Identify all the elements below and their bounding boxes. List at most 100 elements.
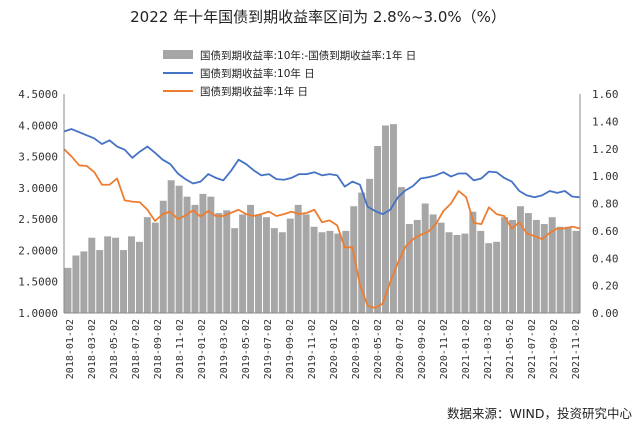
bar	[485, 243, 493, 313]
bar	[72, 255, 80, 313]
left-tick-label: 2.0000	[18, 244, 58, 257]
bar	[453, 234, 461, 313]
bar	[104, 236, 112, 313]
bar	[120, 250, 128, 313]
bar	[302, 214, 310, 313]
bar	[112, 237, 120, 313]
left-tick-label: 1.5000	[18, 276, 58, 289]
bar	[493, 241, 501, 313]
bar	[477, 230, 485, 314]
bar	[310, 226, 318, 313]
bar	[231, 228, 239, 313]
x-tick-label: 2018-07-02	[131, 319, 142, 379]
bar	[80, 251, 88, 313]
bar	[255, 214, 262, 313]
bar	[429, 214, 437, 313]
right-tick-label: 1.40	[592, 115, 619, 128]
right-tick-label: 0.40	[592, 252, 619, 265]
bar	[247, 204, 255, 313]
bar	[501, 217, 509, 313]
source-note: 数据来源：WIND，投资研究中心	[447, 406, 633, 421]
right-tick-label: 1.00	[592, 170, 619, 183]
bar	[334, 233, 342, 313]
x-tick-label: 2021-09-02	[549, 319, 560, 379]
bar	[437, 222, 445, 313]
bar	[294, 204, 302, 313]
bar	[548, 217, 556, 313]
bar	[199, 193, 207, 313]
bar	[143, 217, 151, 313]
x-tick-label: 2020-03-02	[351, 319, 362, 379]
bar	[469, 211, 477, 313]
bar	[350, 206, 358, 313]
bar	[64, 267, 72, 313]
right-tick-label: 0.80	[592, 198, 619, 211]
right-tick-label: 1.60	[592, 88, 619, 101]
x-tick-label: 2019-03-02	[219, 319, 230, 379]
x-tick-label: 2018-11-02	[175, 319, 186, 379]
bar	[358, 192, 366, 313]
x-tick-label: 2021-07-02	[527, 319, 538, 379]
x-tick-label: 2019-01-02	[197, 319, 208, 379]
bar	[326, 230, 334, 314]
bar	[175, 185, 183, 313]
right-tick-label: 1.20	[592, 143, 619, 156]
bar	[540, 224, 548, 313]
bar	[159, 200, 167, 313]
bar	[286, 218, 294, 313]
bar	[374, 146, 382, 313]
bar	[167, 180, 175, 313]
bar	[223, 210, 231, 313]
x-tick-label: 2018-03-02	[87, 319, 98, 379]
x-tick-label: 2020-09-02	[417, 319, 428, 379]
bar	[318, 232, 326, 313]
bar	[96, 250, 104, 313]
bar	[524, 213, 532, 313]
bar	[405, 224, 413, 313]
line-1y	[63, 148, 581, 309]
legend-label-10y: 国债到期收益率:10年 日	[200, 67, 315, 80]
x-tick-label: 2021-05-02	[505, 319, 516, 379]
bar	[556, 226, 564, 313]
x-tick-label: 2020-01-02	[329, 319, 340, 379]
bar	[572, 230, 580, 314]
bar	[382, 125, 389, 313]
bar	[262, 217, 270, 313]
x-tick-label: 2021-11-02	[571, 319, 582, 379]
legend-swatch-spread	[163, 50, 193, 59]
bar	[207, 196, 215, 313]
bar	[215, 213, 223, 313]
legend-label-1y: 国债到期收益率:1年 日	[200, 85, 308, 98]
x-tick-label: 2019-07-02	[263, 319, 274, 379]
bar	[183, 196, 191, 313]
bar	[278, 232, 286, 313]
left-tick-label: 3.0000	[18, 182, 58, 195]
left-tick-label: 3.5000	[18, 151, 58, 164]
bar	[413, 219, 421, 313]
x-tick-label: 2020-11-02	[439, 319, 450, 379]
bar	[191, 204, 199, 313]
axes: 1.0000 1.5000 2.0000 2.5000 3.0000 3.5000 4.00…	[18, 88, 618, 379]
left-tick-label: 4.0000	[18, 119, 58, 132]
bar	[532, 219, 540, 313]
chart-title: 2022 年十年国债到期收益率区间为 2.8%~3.0%（%）	[130, 8, 506, 26]
x-tick-label: 2018-09-02	[153, 319, 164, 379]
line-series-group	[63, 128, 581, 309]
bar	[239, 214, 247, 313]
x-tick-label: 2018-05-02	[109, 319, 120, 379]
bar	[128, 236, 135, 313]
bar	[270, 228, 278, 313]
bar	[421, 203, 429, 313]
bar	[366, 178, 374, 313]
x-tick-label: 2021-03-02	[483, 319, 494, 379]
right-tick-label: 0.60	[592, 225, 619, 238]
x-tick-label: 2019-09-02	[285, 319, 296, 379]
x-tick-label: 2018-01-02	[65, 319, 76, 379]
bar	[342, 230, 350, 314]
bar	[509, 219, 516, 313]
bar	[564, 226, 572, 313]
bar	[151, 222, 159, 313]
right-tick-label: 0.20	[592, 280, 619, 293]
bar	[135, 241, 143, 313]
